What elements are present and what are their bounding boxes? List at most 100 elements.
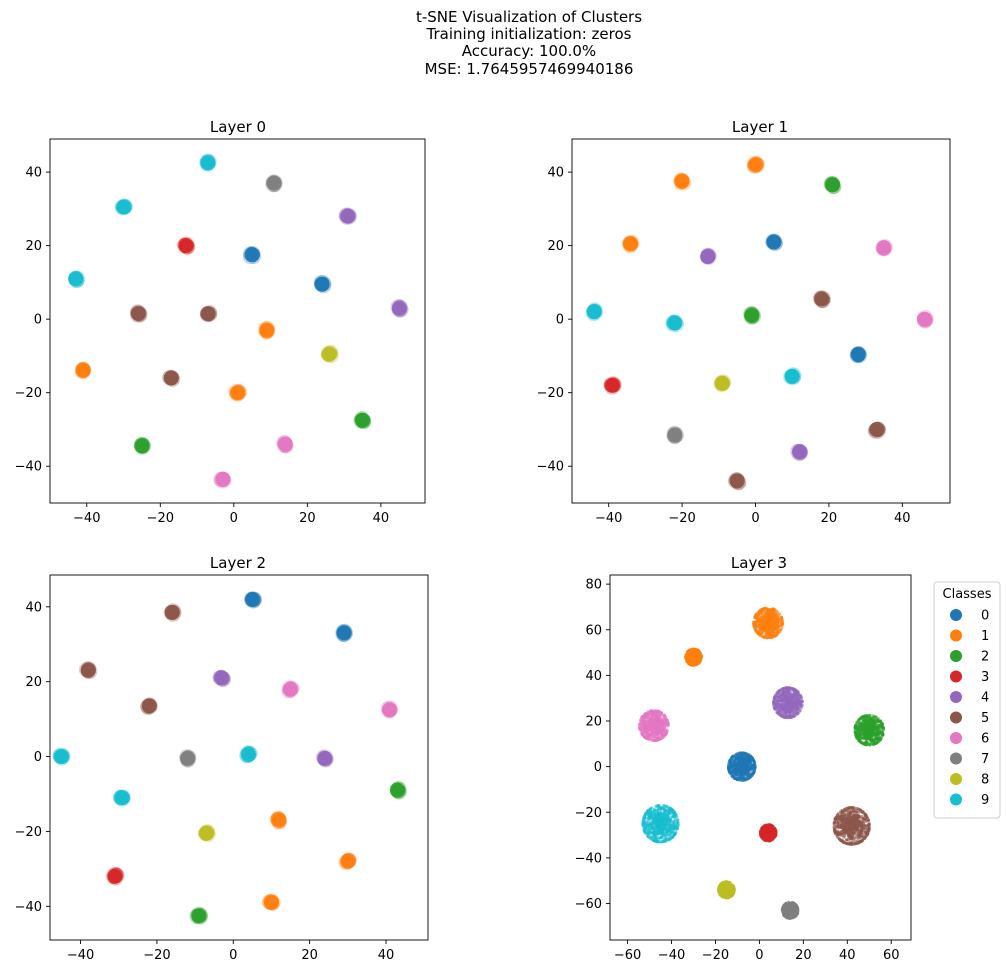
point-class-0 — [746, 753, 751, 757]
point-class-1 — [777, 612, 782, 616]
point-class-6 — [659, 712, 664, 716]
point-class-0 — [729, 756, 734, 760]
point-class-1 — [759, 619, 764, 624]
cluster-center-class-0 — [850, 346, 866, 362]
point-class-5 — [863, 813, 868, 818]
cluster-center-class-1 — [674, 173, 690, 189]
cluster-center-class-5 — [163, 370, 179, 386]
cluster-center-class-9 — [116, 199, 131, 215]
cluster-center-class-9 — [784, 368, 800, 384]
point-class-2 — [873, 721, 877, 725]
point-class-4 — [781, 694, 785, 698]
point-class-6 — [666, 722, 670, 727]
y-tick-label: −40 — [15, 900, 42, 915]
point-class-2 — [876, 732, 880, 736]
cluster-center-class-0 — [766, 234, 782, 250]
point-class-0 — [740, 766, 744, 770]
point-class-6 — [662, 728, 666, 732]
point-class-4 — [782, 686, 786, 691]
y-tick-label: 40 — [547, 166, 564, 181]
cluster-center-class-8 — [199, 825, 214, 841]
point-class-3 — [761, 832, 765, 836]
point-class-4 — [789, 695, 793, 700]
point-class-5 — [861, 823, 865, 827]
point-class-4 — [778, 698, 782, 703]
cluster-center-class-5 — [130, 306, 146, 322]
point-class-6 — [650, 719, 654, 723]
cluster-center-class-8 — [715, 376, 730, 391]
cluster-center-class-0 — [336, 625, 352, 641]
cluster-center-class-2 — [134, 438, 150, 454]
point-class-3 — [774, 829, 778, 833]
point-class-6 — [664, 732, 668, 736]
point-class-5 — [867, 822, 871, 826]
point-class-1 — [770, 627, 775, 632]
point-class-2 — [869, 716, 874, 720]
cluster-center-class-1 — [264, 895, 279, 911]
subplot-title: Layer 0 — [210, 118, 266, 136]
cluster-center-class-4 — [214, 670, 230, 686]
y-tick-label: 20 — [25, 239, 42, 254]
point-class-6 — [658, 728, 662, 732]
point-class-1 — [770, 635, 774, 639]
point-class-2 — [879, 726, 883, 730]
point-class-0 — [747, 774, 752, 778]
point-class-6 — [664, 715, 668, 719]
point-class-2 — [863, 732, 868, 737]
cluster-center-class-9 — [54, 749, 69, 765]
point-class-1 — [684, 656, 688, 660]
cluster-center-class-0 — [244, 247, 260, 263]
point-class-1 — [765, 610, 769, 614]
x-tick-label: 0 — [751, 511, 759, 526]
axes-frame — [49, 138, 426, 504]
point-class-4 — [796, 697, 800, 701]
cluster-center-class-1 — [623, 236, 639, 252]
cluster-center-class-7 — [180, 750, 195, 766]
x-tick-label: 20 — [821, 511, 838, 526]
point-class-1 — [775, 617, 780, 621]
point-class-2 — [863, 727, 867, 731]
point-class-2 — [878, 723, 882, 727]
point-class-5 — [856, 807, 860, 811]
cluster-center-class-9 — [241, 747, 256, 763]
y-tick-label: 40 — [25, 166, 42, 181]
point-class-0 — [744, 764, 748, 768]
x-tick-label: −20 — [668, 511, 695, 526]
point-class-5 — [852, 806, 856, 810]
point-class-3 — [767, 835, 771, 839]
point-class-5 — [856, 815, 860, 819]
point-class-4 — [790, 715, 794, 719]
y-tick-label: 40 — [25, 600, 42, 615]
cluster-center-class-3 — [107, 868, 123, 884]
cluster-center-class-6 — [382, 702, 398, 718]
point-class-2 — [879, 719, 883, 723]
point-class-2 — [871, 741, 875, 745]
point-class-6 — [646, 723, 650, 727]
point-class-1 — [758, 626, 762, 630]
cluster-center-class-1 — [748, 157, 763, 173]
point-class-6 — [646, 735, 650, 739]
point-class-5 — [845, 816, 849, 820]
point-class-4 — [776, 711, 780, 715]
point-class-5 — [845, 828, 849, 832]
point-class-4 — [790, 700, 794, 705]
point-class-4 — [775, 708, 779, 712]
cluster-center-class-2 — [744, 308, 760, 323]
points — [638, 606, 886, 920]
point-class-4 — [772, 705, 776, 709]
point-class-1 — [776, 630, 780, 634]
point-class-4 — [789, 709, 793, 713]
point-class-0 — [728, 770, 732, 774]
x-tick-label: 0 — [230, 511, 238, 526]
x-tick-label: 40 — [378, 948, 395, 963]
subplot-layer-3: Layer 3 −60 −40 −20 0 20 40 60−60−40−200204060… — [575, 554, 912, 963]
y-tick-label: 0 — [34, 750, 42, 765]
subplot-title: Layer 2 — [210, 554, 266, 572]
point-class-2 — [875, 728, 880, 732]
cluster-center-class-6 — [876, 240, 892, 255]
cluster-center-class-5 — [80, 663, 96, 678]
point-class-5 — [842, 840, 846, 844]
point-class-0 — [732, 761, 736, 765]
